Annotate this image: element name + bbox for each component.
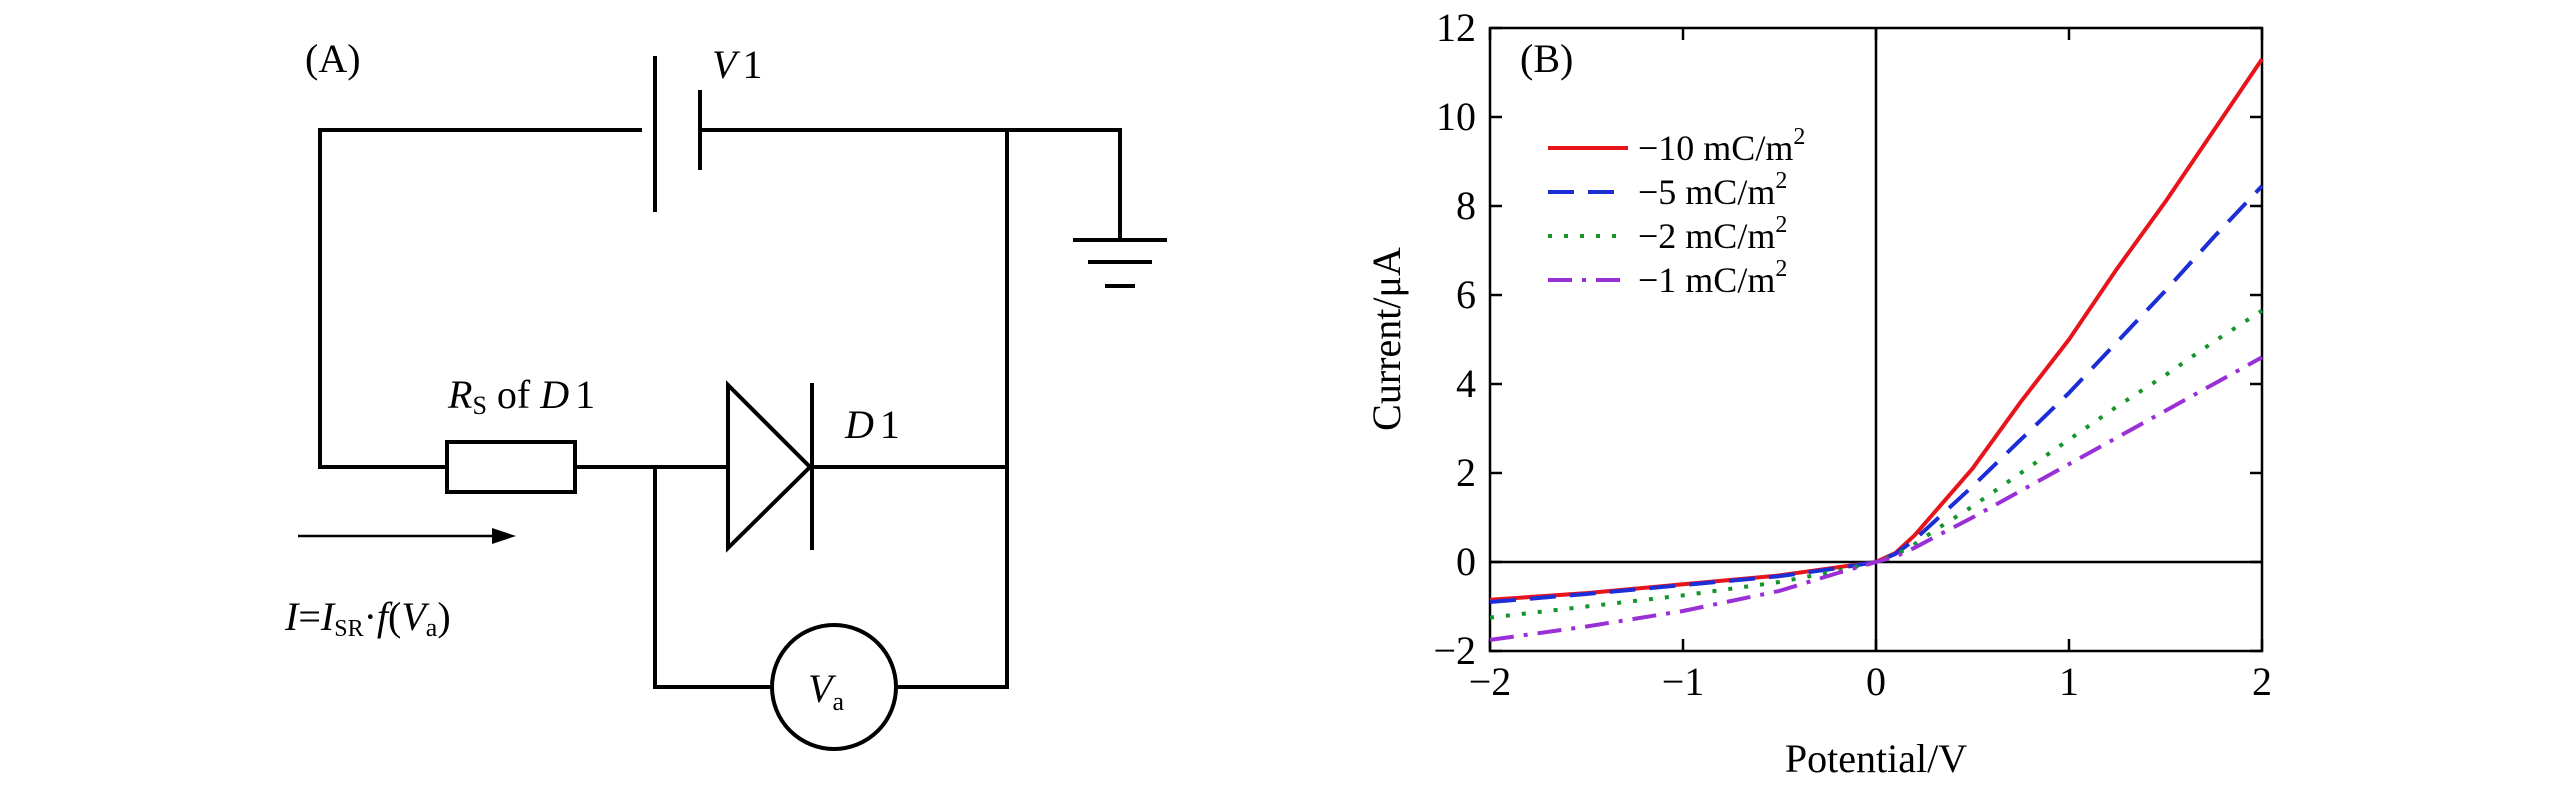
x-tick-label: −2 bbox=[1469, 659, 1512, 704]
current-arrow-icon bbox=[298, 528, 516, 544]
y-axis-label: Current/μA bbox=[1364, 247, 1409, 431]
resistor-icon bbox=[445, 440, 577, 494]
y-tick-label: 0 bbox=[1456, 539, 1476, 584]
panel-b-label: (B) bbox=[1520, 36, 1573, 81]
x-tick-label: 0 bbox=[1866, 659, 1886, 704]
current-equation: I=ISR·f(Va) bbox=[284, 594, 451, 642]
y-tick-label: 12 bbox=[1436, 5, 1476, 50]
zero-lines bbox=[1490, 28, 2262, 651]
series-line bbox=[1489, 184, 2264, 604]
x-tick-label: −1 bbox=[1662, 659, 1705, 704]
y-tick-label: 10 bbox=[1436, 94, 1476, 139]
legend-label: −2 mC/m2 bbox=[1638, 212, 1787, 256]
y-tick-label: 2 bbox=[1456, 450, 1476, 495]
series-line bbox=[1489, 308, 2264, 620]
ground-icon bbox=[1073, 238, 1167, 288]
y-tick-label: −2 bbox=[1433, 628, 1476, 673]
series-lines bbox=[1489, 57, 2264, 642]
legend-label: −10 mC/m2 bbox=[1638, 124, 1805, 168]
y-tick-label: 4 bbox=[1456, 361, 1476, 406]
panel-a-label: (A) bbox=[305, 36, 361, 81]
legend: −10 mC/m2−5 mC/m2−2 mC/m2−1 mC/m2 bbox=[1548, 124, 1805, 300]
x-tick-label: 1 bbox=[2059, 659, 2079, 704]
x-axis-label: Potential/V bbox=[1785, 736, 1967, 781]
diode-icon bbox=[726, 380, 814, 553]
legend-label: −1 mC/m2 bbox=[1638, 256, 1787, 300]
x-tick-label: 2 bbox=[2252, 659, 2272, 704]
voltmeter-label: Va bbox=[808, 666, 844, 716]
y-tick-label: 6 bbox=[1456, 272, 1476, 317]
legend-label: −5 mC/m2 bbox=[1638, 168, 1787, 212]
series-line bbox=[1489, 355, 2263, 642]
axis-ticks bbox=[1488, 26, 2264, 653]
y-tick-label: 8 bbox=[1456, 183, 1476, 228]
